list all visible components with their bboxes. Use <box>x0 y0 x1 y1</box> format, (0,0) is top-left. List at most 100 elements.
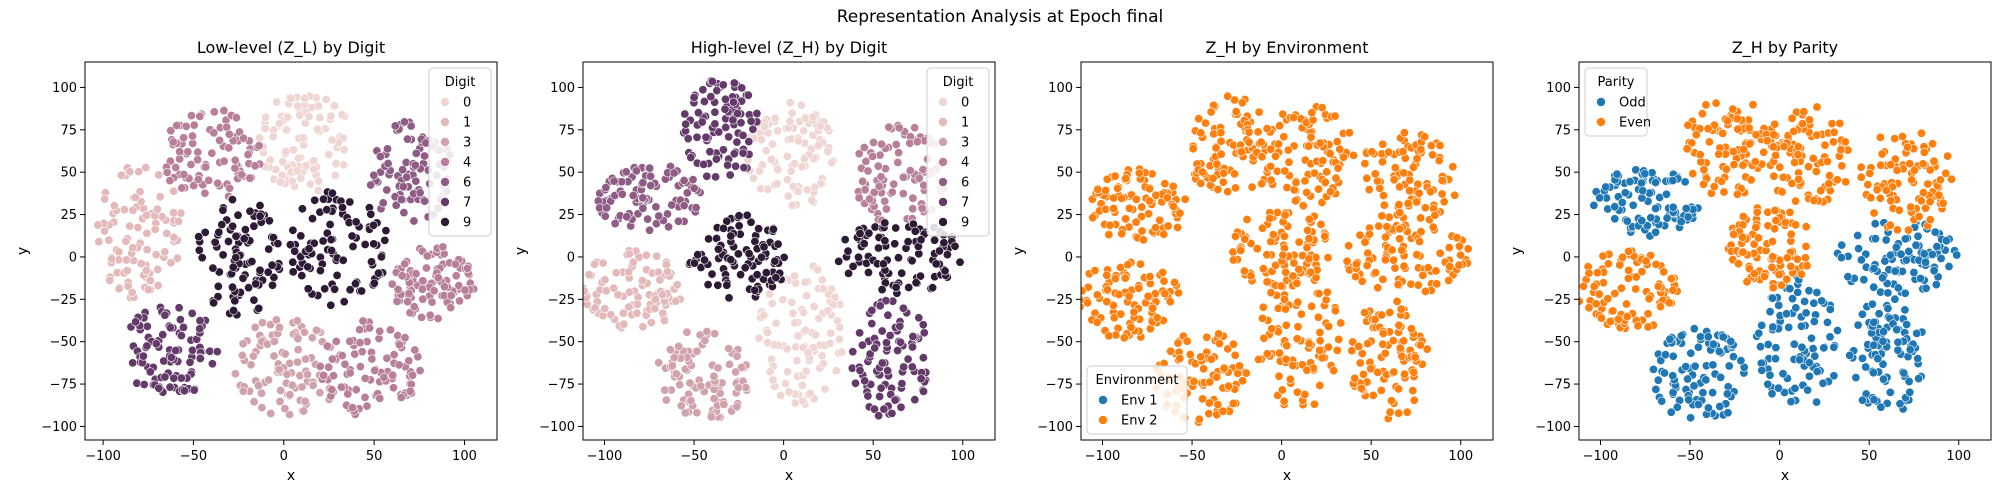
data-point <box>130 192 140 202</box>
data-point <box>1904 246 1914 256</box>
data-point <box>318 236 328 246</box>
data-point <box>239 234 249 244</box>
data-point <box>1395 224 1405 234</box>
data-point <box>285 409 295 419</box>
data-point <box>215 135 225 145</box>
data-point <box>415 366 425 376</box>
data-point <box>939 238 949 248</box>
data-point <box>385 325 395 335</box>
data-point <box>718 223 728 233</box>
data-point <box>1869 263 1879 273</box>
data-point <box>1109 193 1119 203</box>
y-tick-label: 0 <box>1563 250 1571 265</box>
data-point <box>638 193 648 203</box>
data-point <box>940 266 950 276</box>
data-point <box>1231 231 1241 241</box>
data-point <box>304 112 314 122</box>
x-tick-label: −100 <box>1583 449 1619 464</box>
data-point <box>1258 313 1268 323</box>
data-point <box>1840 137 1850 147</box>
data-point <box>837 347 847 357</box>
data-point <box>734 221 744 231</box>
data-point <box>1103 285 1113 295</box>
data-point <box>1637 267 1647 277</box>
data-point <box>1943 151 1953 161</box>
data-point <box>160 310 170 320</box>
data-point <box>1455 241 1465 251</box>
data-point <box>1219 168 1229 178</box>
data-point <box>104 235 114 245</box>
data-point <box>1774 383 1784 393</box>
data-point <box>1620 188 1630 198</box>
data-point <box>689 183 699 193</box>
data-point <box>446 290 456 300</box>
data-point <box>662 209 672 219</box>
data-point <box>343 389 353 399</box>
data-point <box>844 268 854 278</box>
data-point <box>433 273 443 283</box>
data-point <box>887 187 897 197</box>
data-point <box>125 167 135 177</box>
data-point <box>916 235 926 245</box>
data-point <box>711 154 721 164</box>
data-point <box>1394 200 1404 210</box>
legend-label: 7 <box>463 196 471 211</box>
data-point <box>1610 202 1620 212</box>
data-point <box>1347 346 1357 356</box>
data-point <box>1881 235 1891 245</box>
data-point <box>388 383 398 393</box>
data-point <box>1886 160 1896 170</box>
data-point <box>145 275 155 285</box>
y-tick-label: −50 <box>548 335 575 350</box>
data-point <box>718 80 728 90</box>
data-point <box>128 243 138 253</box>
data-point <box>254 303 264 313</box>
data-point <box>1212 372 1222 382</box>
data-point <box>195 111 205 121</box>
data-point <box>1151 190 1161 200</box>
data-point <box>1368 390 1378 400</box>
data-point <box>628 257 638 267</box>
data-point <box>916 374 926 384</box>
data-point <box>1212 159 1222 169</box>
x-axis-label: x <box>287 468 295 484</box>
data-point <box>114 284 124 294</box>
data-point <box>355 338 365 348</box>
data-point <box>169 186 179 196</box>
data-point <box>1693 399 1703 409</box>
data-point <box>1804 371 1814 381</box>
data-point <box>165 176 175 186</box>
data-point <box>584 270 594 280</box>
data-point <box>1151 223 1161 233</box>
data-point <box>409 216 419 226</box>
data-point <box>337 351 347 361</box>
data-point <box>898 303 908 313</box>
data-point <box>1808 344 1818 354</box>
data-point <box>857 340 867 350</box>
data-point <box>1302 243 1312 253</box>
data-point <box>1904 376 1914 386</box>
data-point <box>1785 284 1795 294</box>
data-point <box>1930 227 1940 237</box>
data-point <box>1444 275 1454 285</box>
data-point <box>744 137 754 147</box>
data-point <box>1774 269 1784 279</box>
data-point <box>1306 267 1316 277</box>
data-point <box>723 160 733 170</box>
data-point <box>1784 322 1794 332</box>
data-point <box>1145 272 1155 282</box>
data-point <box>1592 268 1602 278</box>
data-point <box>583 286 589 296</box>
data-point <box>162 228 172 238</box>
data-point <box>1298 201 1308 211</box>
data-point <box>720 94 730 104</box>
data-point <box>142 228 152 238</box>
data-point <box>1728 104 1738 114</box>
data-point <box>729 149 739 159</box>
data-point <box>230 163 240 173</box>
data-point <box>1665 334 1675 344</box>
data-point <box>213 281 223 291</box>
data-point <box>1696 332 1706 342</box>
data-point <box>311 325 321 335</box>
data-point <box>1409 367 1419 377</box>
